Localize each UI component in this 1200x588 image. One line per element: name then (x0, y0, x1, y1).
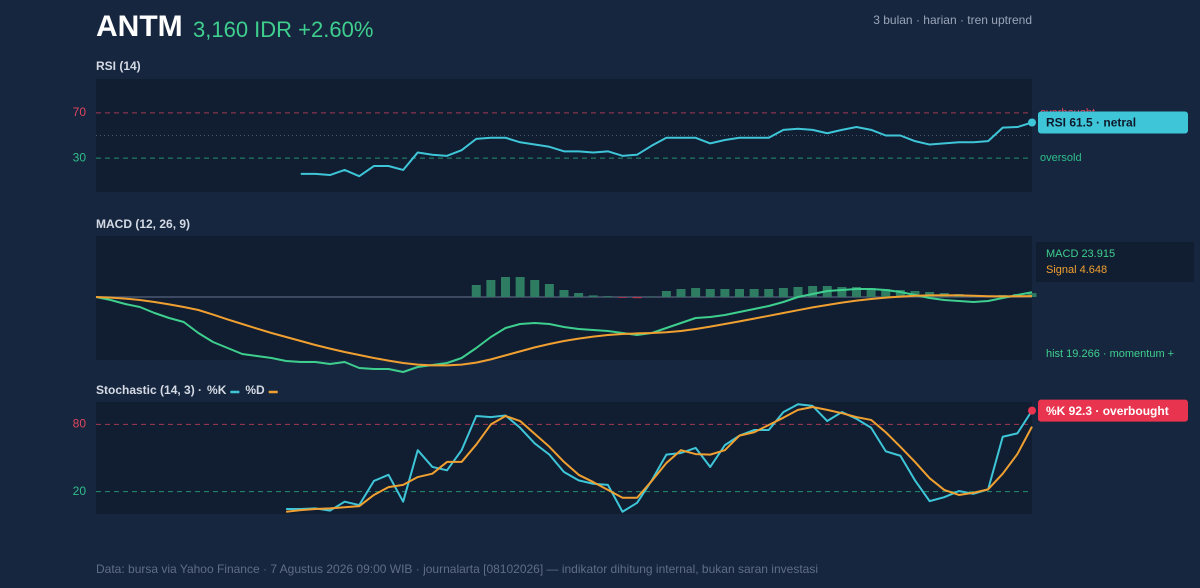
y-tick-label: 30 (73, 150, 87, 164)
y-tick-label: 70 (73, 105, 87, 119)
y-tick-label: 80 (73, 417, 87, 431)
series-line (286, 403, 1033, 513)
panel-title: Stochastic (14, 3) · (96, 383, 202, 397)
legend-label: %D (245, 383, 265, 397)
price: 3,160 IDR +2.60% (193, 17, 373, 42)
hist-bar (1027, 293, 1037, 297)
hist-bar (632, 297, 642, 299)
hist-bar (486, 280, 496, 297)
hist-bar (676, 289, 686, 297)
legend-label: Signal 4.648 (1046, 264, 1107, 276)
hist-bar (895, 290, 905, 297)
hist-bar (661, 291, 671, 297)
legend-box (1036, 242, 1194, 282)
hist-bar (735, 289, 744, 297)
hist-bar (881, 289, 891, 297)
hist-bar (793, 287, 803, 297)
hist-bar (691, 288, 701, 297)
series-line (95, 294, 1033, 367)
hist-bar (588, 295, 598, 297)
panel-title: RSI (14) (96, 59, 141, 73)
hist-bar (515, 277, 525, 297)
hist-bar (471, 285, 481, 297)
level-label: oversold (1040, 152, 1082, 164)
badge-label: RSI 61.5 · netral (1046, 116, 1136, 130)
hist-bar (852, 287, 861, 297)
ticker: ANTM (96, 10, 183, 43)
hist-bar (544, 284, 554, 297)
hist-bar (574, 293, 584, 297)
hist-bar (501, 277, 510, 297)
last-point (1028, 118, 1036, 127)
hist-bar (778, 288, 788, 297)
badge (1038, 111, 1188, 134)
hist-bar (837, 287, 847, 297)
legend-label: MACD 23.915 (1046, 248, 1115, 260)
legend-label: %K (207, 383, 227, 397)
hist-bar (866, 288, 876, 297)
hist-bar (559, 290, 569, 297)
panel (96, 402, 1032, 514)
hist-bar (720, 289, 730, 297)
last-point (1028, 406, 1036, 415)
context: 3 bulan · harian · tren uptrend (873, 13, 1032, 27)
y-tick-label: 20 (73, 484, 87, 498)
hist-bar (764, 289, 774, 297)
series-line (286, 406, 1033, 513)
hist-bar (618, 297, 627, 298)
hist-bar (603, 296, 613, 297)
panel-title: MACD (12, 26, 9) (96, 217, 190, 231)
hist-bar (705, 289, 715, 297)
hist-bar (808, 286, 818, 297)
badge (1038, 399, 1188, 422)
badge-label: %K 92.3 · overbought (1046, 404, 1169, 418)
hist-label: hist 19.266 · momentum + (1046, 348, 1174, 360)
hist-bar (530, 280, 540, 297)
series-line (95, 288, 1033, 373)
hist-bar (749, 289, 759, 297)
series-line (300, 121, 1033, 178)
footer: Data: bursa via Yahoo Finance · 7 Agustu… (96, 562, 818, 576)
